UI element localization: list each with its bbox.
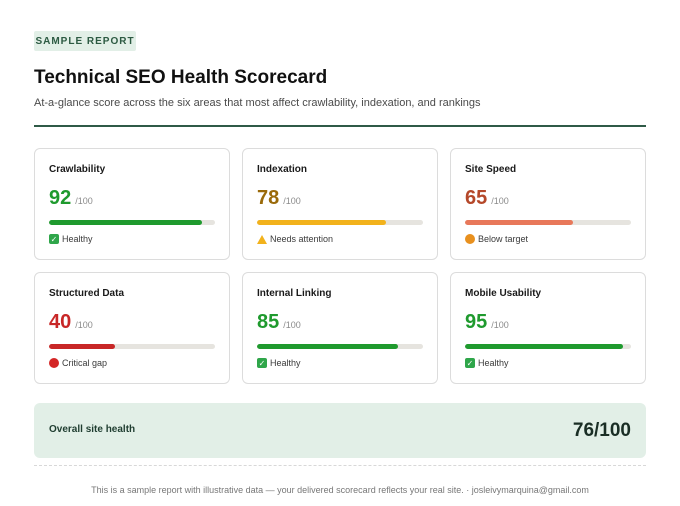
footer-note: This is a sample report with illustrativ… <box>91 485 589 495</box>
progress-bar-fill <box>49 220 202 225</box>
warning-icon <box>257 234 267 244</box>
score-max: /100 <box>283 196 301 206</box>
score-row: 92/100 <box>49 187 93 210</box>
card-label: Mobile Usability <box>465 288 542 299</box>
score-value: 92 <box>49 187 72 209</box>
score-card: Mobile Usability 95/100 ✓ Healthy <box>450 272 646 384</box>
status-text: Needs attention <box>270 234 334 244</box>
progress-bar-fill <box>465 220 573 225</box>
header-divider <box>34 125 646 127</box>
progress-bar-fill <box>257 220 387 225</box>
score-max: /100 <box>491 196 509 206</box>
score-row: 40/100 <box>49 311 93 334</box>
status-text: Healthy <box>478 358 509 368</box>
score-card: Structured Data 40/100 Critical gap <box>34 272 230 384</box>
score-value: 40 <box>49 311 72 333</box>
status-text: Healthy <box>62 234 93 244</box>
progress-bar <box>257 344 423 349</box>
check-icon: ✓ <box>49 234 59 244</box>
score-max: /100 <box>283 320 301 330</box>
status-line: ✓ Healthy <box>465 358 509 368</box>
progress-bar <box>49 344 215 349</box>
score-card: Internal Linking 85/100 ✓ Healthy <box>242 272 438 384</box>
progress-bar <box>49 220 215 225</box>
score-value: 95 <box>465 311 488 333</box>
orange-circle-icon <box>465 234 475 244</box>
status-line: Needs attention <box>257 234 333 244</box>
status-text: Healthy <box>270 358 301 368</box>
progress-bar <box>465 220 631 225</box>
progress-bar-fill <box>49 344 116 349</box>
status-line: Below target <box>465 234 528 244</box>
progress-bar-fill <box>465 344 623 349</box>
sample-report-badge: SAMPLE REPORT <box>34 31 136 51</box>
score-value: 65 <box>465 187 488 209</box>
score-row: 95/100 <box>465 311 509 334</box>
status-line: ✓ Healthy <box>49 234 93 244</box>
status-text: Below target <box>478 234 529 244</box>
check-icon: ✓ <box>257 358 267 368</box>
check-icon: ✓ <box>465 358 475 368</box>
score-card: Crawlability 92/100 ✓ Healthy <box>34 148 230 260</box>
card-label: Site Speed <box>465 164 517 175</box>
status-line: Critical gap <box>49 358 107 368</box>
page-title: Technical SEO Health Scorecard <box>34 67 328 88</box>
progress-bar <box>257 220 423 225</box>
card-label: Crawlability <box>49 164 106 175</box>
score-row: 65/100 <box>465 187 509 210</box>
score-row: 85/100 <box>257 311 301 334</box>
score-value: 78 <box>257 187 280 209</box>
overall-health-label: Overall site health <box>49 424 136 435</box>
score-row: 78/100 <box>257 187 301 210</box>
score-value: 85 <box>257 311 280 333</box>
status-text: Critical gap <box>62 358 108 368</box>
score-card: Site Speed 65/100 Below target <box>450 148 646 260</box>
page-subtitle: At-a-glance score across the six areas t… <box>34 97 481 109</box>
score-max: /100 <box>75 196 93 206</box>
card-label: Indexation <box>257 164 308 175</box>
card-label: Structured Data <box>49 288 125 299</box>
progress-bar-fill <box>257 344 399 349</box>
overall-health-score: 76/100 <box>572 420 631 441</box>
footer-divider <box>34 465 646 466</box>
red-circle-icon <box>49 358 59 368</box>
status-line: ✓ Healthy <box>257 358 301 368</box>
score-max: /100 <box>75 320 93 330</box>
card-label: Internal Linking <box>257 288 332 299</box>
progress-bar <box>465 344 631 349</box>
score-card: Indexation 78/100 Needs attention <box>242 148 438 260</box>
score-max: /100 <box>491 320 509 330</box>
overall-health-panel: Overall site health 76/100 <box>34 403 646 458</box>
